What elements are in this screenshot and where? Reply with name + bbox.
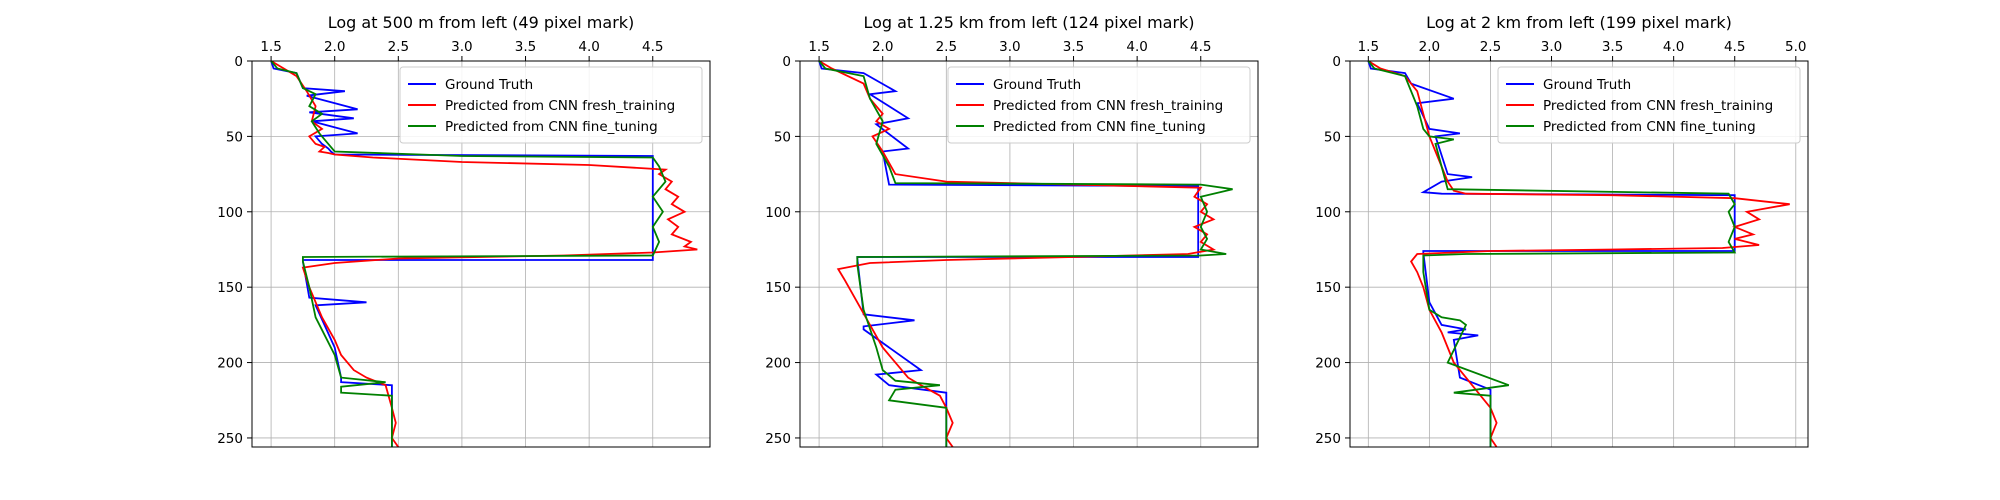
- series-line-1: [818, 61, 1200, 447]
- series-line-1: [270, 61, 654, 447]
- plot-frame: [1349, 60, 1809, 448]
- legend-label: Predicted from CNN fine_tuning: [445, 119, 658, 135]
- legend: Ground Truth Predicted from CNN fresh_tra…: [947, 66, 1251, 144]
- plot-frame: [251, 60, 711, 448]
- y-tick-label: 0: [782, 54, 791, 70]
- chart-panel-2: 1.5 2.0 2.5 3.0 3.5 4.0 4.5 0 50 100 150 200 250 Log …: [765, 13, 1259, 448]
- legend-box: [947, 66, 1251, 144]
- x-tick-label: 4.5: [1190, 39, 1211, 55]
- chart-title: Log at 1.25 km from left (124 pixel mark…: [863, 13, 1194, 32]
- plot-frame: [799, 60, 1259, 448]
- x-tick-label: 4.5: [1724, 39, 1745, 55]
- x-tick-label: 3.5: [1063, 39, 1084, 55]
- y-tick-label: 200: [1315, 356, 1341, 372]
- x-tick-label: 2.0: [1419, 39, 1440, 55]
- y-tick-label: 250: [1315, 431, 1341, 447]
- x-tick-label: 1.5: [808, 39, 829, 55]
- x-tick-label: 1.5: [260, 39, 281, 55]
- x-tick-label: 4.0: [1663, 39, 1684, 55]
- series-line-2: [270, 61, 698, 447]
- y-tick-label: 100: [765, 205, 791, 221]
- x-tick-label: 5.0: [1785, 39, 1806, 55]
- chart-panel-3: 1.5 2.0 2.5 3.0 3.5 4.0 4.5 5.0 0 50 100 150 200 250 L…: [1315, 13, 1809, 448]
- x-tick-label: 2.5: [1480, 39, 1501, 55]
- legend-label: Ground Truth: [1543, 77, 1631, 93]
- legend-label: Predicted from CNN fresh_training: [445, 98, 675, 114]
- legend-label: Predicted from CNN fresh_training: [1543, 98, 1773, 114]
- series-line-3: [818, 61, 1233, 447]
- y-tick-label: 50: [226, 129, 243, 145]
- series-line-1: [1367, 61, 1736, 447]
- y-tick-label: 100: [1315, 205, 1341, 221]
- x-tick-label: 2.0: [872, 39, 893, 55]
- y-tick-label: 150: [217, 280, 243, 296]
- x-tick-label: 1.5: [1358, 39, 1379, 55]
- series-line-3: [270, 61, 667, 447]
- legend-label: Ground Truth: [993, 77, 1081, 93]
- x-tick-label: 3.5: [1602, 39, 1623, 55]
- y-tick-label: 150: [765, 280, 791, 296]
- legend-box: [1497, 66, 1801, 144]
- legend-label: Predicted from CNN fresh_training: [993, 98, 1223, 114]
- legend-label: Ground Truth: [445, 77, 533, 93]
- x-tick-label: 3.0: [451, 39, 472, 55]
- y-tick-label: 200: [217, 356, 243, 372]
- legend-box: [399, 66, 703, 144]
- chart-title: Log at 2 km from left (199 pixel mark): [1426, 13, 1732, 32]
- chart-title: Log at 500 m from left (49 pixel mark): [328, 13, 635, 32]
- x-tick-label: 3.0: [1541, 39, 1562, 55]
- x-tick-label: 3.5: [515, 39, 536, 55]
- legend: Ground Truth Predicted from CNN fresh_tra…: [399, 66, 703, 144]
- x-tick-label: 4.0: [1126, 39, 1147, 55]
- legend-label: Predicted from CNN fine_tuning: [1543, 119, 1756, 135]
- y-tick-label: 50: [774, 129, 791, 145]
- y-tick-label: 150: [1315, 280, 1341, 296]
- x-tick-label: 3.0: [999, 39, 1020, 55]
- y-tick-label: 250: [765, 431, 791, 447]
- x-tick-label: 2.5: [388, 39, 409, 55]
- y-tick-label: 250: [217, 431, 243, 447]
- legend: Ground Truth Predicted from CNN fresh_tra…: [1497, 66, 1801, 144]
- legend-label: Predicted from CNN fine_tuning: [993, 119, 1206, 135]
- x-tick-label: 4.0: [578, 39, 599, 55]
- series-line-2: [1367, 61, 1790, 447]
- y-tick-label: 50: [1324, 129, 1341, 145]
- chart-panel-1: 1.5 2.0 2.5 3.0 3.5 4.0 4.5 0 50 100 150 200 250 Log …: [217, 13, 711, 448]
- series-line-3: [1367, 61, 1737, 447]
- y-tick-label: 0: [234, 54, 243, 70]
- x-tick-label: 2.0: [324, 39, 345, 55]
- y-tick-label: 200: [765, 356, 791, 372]
- x-tick-label: 2.5: [936, 39, 957, 55]
- series-line-2: [818, 61, 1217, 447]
- y-tick-label: 0: [1332, 54, 1341, 70]
- x-tick-label: 4.5: [642, 39, 663, 55]
- y-tick-label: 100: [217, 205, 243, 221]
